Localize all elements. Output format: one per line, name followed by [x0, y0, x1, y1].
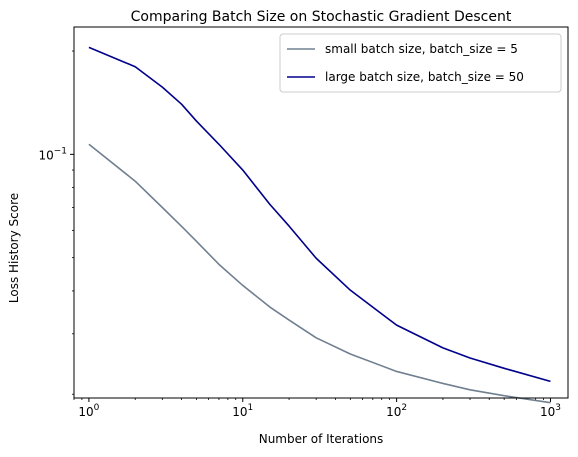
legend: small batch size, batch_size = 5 large b… [279, 33, 562, 93]
plot-lines [88, 46, 551, 404]
y-tick-label: 10−1 [38, 146, 67, 162]
y-axis-label: Loss History Score [7, 193, 21, 303]
series-line-small-batch [88, 143, 551, 404]
axis-ticks: 100 101 102 103 10−1 [38, 50, 561, 419]
legend-label-small-batch: small batch size, batch_size = 5 [325, 42, 518, 56]
x-tick-label: 101 [232, 403, 253, 419]
plot-frame [73, 26, 569, 399]
x-axis-label: Number of Iterations [259, 432, 384, 446]
legend-box [279, 33, 562, 93]
x-tick-label: 100 [78, 403, 99, 419]
x-tick-label: 103 [540, 403, 561, 419]
legend-label-large-batch: large batch size, batch_size = 50 [325, 70, 524, 84]
series-line-large-batch [88, 46, 551, 383]
x-tick-label: 102 [386, 403, 407, 419]
chart-title: Comparing Batch Size on Stochastic Gradi… [131, 9, 512, 25]
